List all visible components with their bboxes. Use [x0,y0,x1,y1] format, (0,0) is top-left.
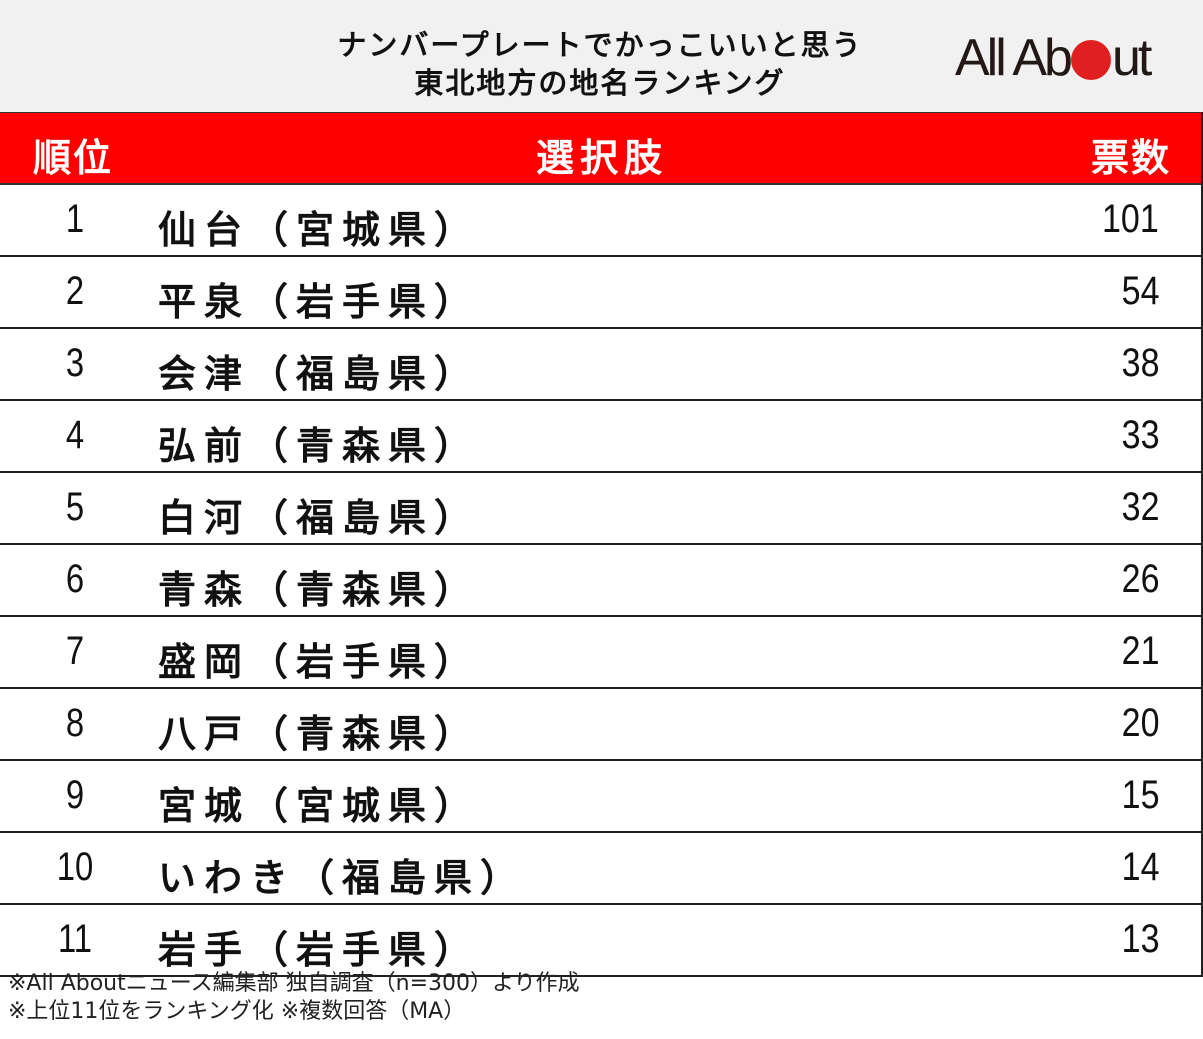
logo-text-after: ut [1111,29,1152,87]
choice-cell: 白河（福島県） [158,496,481,540]
logo-red-dot-icon [1070,40,1111,80]
choice-cell: 青森（青森県） [158,568,481,612]
footnote-method: ※上位11位をランキング化 ※複数回答（MA） [8,999,466,1024]
title-line-1: ナンバープレートでかっこいいと思う [337,28,863,62]
table-row: 7 盛岡（岩手県） 21 [0,617,1201,689]
page-title: ナンバープレートでかっこいいと思う 東北地方の地名ランキング [290,26,910,102]
choice-cell: 盛岡（岩手県） [158,640,481,684]
votes-cell: 20 [1121,701,1159,745]
votes-cell: 21 [1121,629,1159,673]
rank-cell: 7 [65,629,85,673]
title-band: ナンバープレートでかっこいいと思う 東北地方の地名ランキング All Ab ut [0,0,1203,112]
column-header-votes: 票数 [1090,136,1171,180]
rank-cell: 9 [65,773,85,817]
votes-cell: 33 [1121,413,1159,457]
rank-cell: 4 [65,413,85,457]
table-row: 1 仙台（宮城県） 101 [0,185,1201,257]
votes-cell: 32 [1121,485,1159,529]
footnotes: ※All Aboutニュース編集部 独自調査（n=300）より作成 ※上位11位… [8,970,580,1026]
choice-cell: 宮城（宮城県） [158,784,481,828]
table-row: 8 八戸（青森県） 20 [0,689,1201,761]
table-row: 2 平泉（岩手県） 54 [0,257,1201,329]
table-row: 5 白河（福島県） 32 [0,473,1201,545]
votes-cell: 101 [1102,197,1159,241]
rank-cell: 6 [65,557,85,601]
table-header: 順位 選択肢 票数 [0,112,1201,185]
rank-cell: 8 [65,701,85,745]
votes-cell: 15 [1121,773,1159,817]
column-header-choice: 選択肢 [536,136,669,180]
table-row: 4 弘前（青森県） 33 [0,401,1201,473]
logo-text-before: All Ab [955,29,1073,87]
votes-cell: 13 [1121,917,1159,961]
rank-cell: 1 [65,197,85,241]
choice-cell: 平泉（岩手県） [158,280,481,324]
choice-cell: 岩手（岩手県） [158,928,481,972]
ranking-table: 順位 選択肢 票数 1 仙台（宮城県） 101 2 平泉（岩手県） 54 3 会… [0,112,1203,977]
rank-cell: 10 [56,845,94,889]
footnote-source: ※All Aboutニュース編集部 独自調査（n=300）より作成 [8,971,580,996]
title-line-2: 東北地方の地名ランキング [414,66,786,100]
table-row: 3 会津（福島県） 38 [0,329,1201,401]
table-row: 9 宮城（宮城県） 15 [0,761,1201,833]
votes-cell: 26 [1121,557,1159,601]
rank-cell: 3 [65,341,85,385]
table-row: 10 いわき（福島県） 14 [0,833,1201,905]
votes-cell: 38 [1121,341,1159,385]
rank-cell: 11 [57,917,93,961]
table-row: 11 岩手（岩手県） 13 [0,905,1201,977]
column-header-rank: 順位 [33,136,114,180]
rank-cell: 5 [65,485,85,529]
votes-cell: 14 [1121,845,1159,889]
choice-cell: 仙台（宮城県） [158,208,481,252]
votes-cell: 54 [1121,269,1159,313]
allabout-logo: All Ab ut [955,29,1152,87]
rank-cell: 2 [65,269,85,313]
table-row: 6 青森（青森県） 26 [0,545,1201,617]
choice-cell: 八戸（青森県） [158,712,481,756]
choice-cell: 会津（福島県） [158,352,481,396]
choice-cell: いわき（福島県） [158,856,527,900]
choice-cell: 弘前（青森県） [158,424,481,468]
